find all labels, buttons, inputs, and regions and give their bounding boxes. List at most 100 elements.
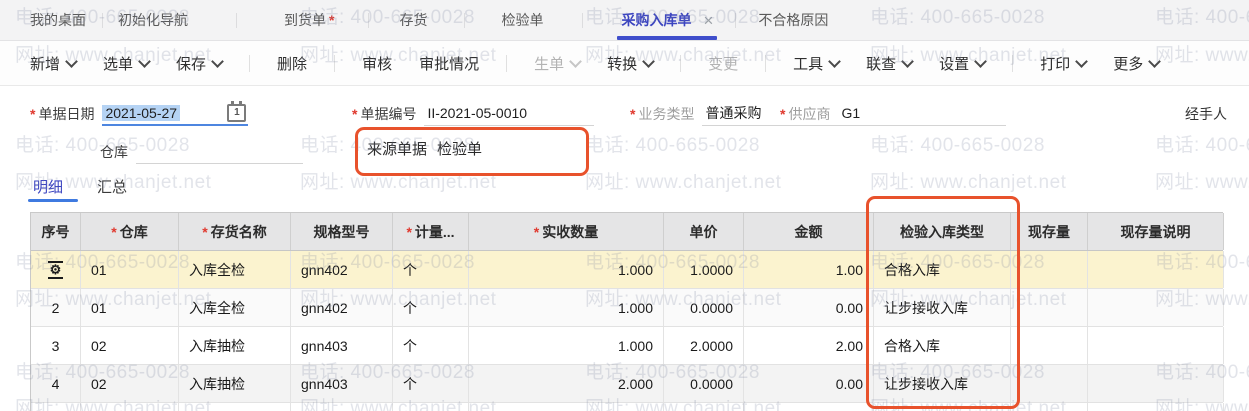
warehouse-cell[interactable]: 02 <box>81 365 179 402</box>
approval-status-button[interactable]: 审批情况 <box>419 53 479 74</box>
unit-cell[interactable]: 个 <box>393 365 469 402</box>
col-header-item-name[interactable]: * 存货名称 <box>179 213 291 250</box>
handler-label: 经手人 <box>1185 106 1227 122</box>
audit-button[interactable]: 审核 <box>362 53 392 74</box>
doc-date-value: 2021-05-27 <box>102 104 181 121</box>
stock-note-cell[interactable] <box>1088 365 1224 402</box>
tab-purchase-inbound-order[interactable]: 采购入库单 × <box>617 0 718 40</box>
col-header-stock-note[interactable]: 现存量说明 <box>1088 213 1224 250</box>
table-row[interactable]: 2 01 入库全检 gnn402 个 1.000 0.0000 0.00 让步接… <box>31 289 1224 327</box>
tools-button[interactable]: 工具 <box>793 53 842 74</box>
unit-cell[interactable]: 个 <box>393 289 469 326</box>
tab-reject-reason[interactable]: 不合格原因 <box>758 12 829 28</box>
warehouse-cell[interactable]: 01 <box>81 251 179 288</box>
spec-cell[interactable]: gnn403 <box>291 365 393 402</box>
received-qty-cell[interactable]: 1.000 <box>469 327 664 364</box>
doc-date-input[interactable]: 2021-05-27 1 <box>102 100 249 126</box>
unit-price-cell[interactable]: 0.0000 <box>664 289 744 326</box>
warehouse-cell[interactable]: 01 <box>81 289 179 326</box>
col-header-received-qty[interactable]: * 实收数量 <box>469 213 664 250</box>
supplier-label: * 供应商 <box>780 106 831 122</box>
item-name-cell[interactable]: 入库抽检 <box>179 365 291 402</box>
col-header-inspection-inbound-type[interactable]: 检验入库类型 <box>874 213 1011 250</box>
col-header-spec[interactable]: 规格型号 <box>291 213 393 250</box>
calendar-icon[interactable]: 1 <box>227 100 247 122</box>
col-header-amount[interactable]: 金额 <box>744 213 874 250</box>
col-header-stock-qty[interactable]: 现存量 <box>1011 213 1088 250</box>
amount-cell[interactable]: 0.00 <box>744 289 874 326</box>
supplier-input[interactable]: G1 <box>838 101 1007 126</box>
business-type-field: * 业务类型 普通采购 <box>630 100 853 126</box>
col-header-unit[interactable]: * 计量... <box>393 213 469 250</box>
delete-button[interactable]: 删除 <box>277 53 307 74</box>
toolbar-separator <box>249 54 251 72</box>
watermark-text: 网址: www.chanjet.net <box>585 172 782 193</box>
required-marker: * <box>352 106 358 122</box>
warehouse-input[interactable] <box>136 139 303 164</box>
item-name-cell[interactable]: 入库全检 <box>179 289 291 326</box>
spec-cell[interactable]: gnn403 <box>291 327 393 364</box>
convert-button[interactable]: 转换 <box>607 53 655 74</box>
tab-my-desktop[interactable]: 我的桌面 <box>30 12 86 28</box>
received-qty-cell[interactable]: 2.000 <box>469 365 664 402</box>
business-type-input[interactable]: 普通采购 <box>702 101 853 126</box>
more-button[interactable]: 更多 <box>1113 53 1162 74</box>
required-marker: * <box>30 106 36 122</box>
item-name-cell[interactable]: 入库抽检 <box>179 327 291 364</box>
close-icon[interactable]: × <box>703 10 714 30</box>
unit-cell[interactable]: 个 <box>393 327 469 364</box>
col-header-warehouse[interactable]: * 仓库 <box>81 213 179 250</box>
select-doc-button[interactable]: 选单 <box>103 53 151 74</box>
stock-note-cell[interactable] <box>1088 251 1224 288</box>
watermark-text: 电话: 400-665-0028 <box>1155 135 1249 156</box>
save-button[interactable]: 保存 <box>176 53 224 74</box>
unit-price-cell[interactable]: 1.0000 <box>664 251 744 288</box>
linked-query-button[interactable]: 联查 <box>866 53 915 74</box>
source-doc-value: 检验单 <box>437 141 483 158</box>
unit-cell[interactable]: 个 <box>393 251 469 288</box>
tab-arrival-order[interactable]: 到货单 * <box>284 0 337 40</box>
inspection-inbound-type-cell[interactable]: 让步接收入库 <box>874 289 1011 326</box>
tab-inspection-order[interactable]: 检验单 <box>501 12 544 28</box>
stock-note-cell[interactable] <box>1088 289 1224 326</box>
tab-init-navigation[interactable]: 初始化导航 <box>118 12 188 28</box>
unit-price-cell[interactable]: 2.0000 <box>664 327 744 364</box>
amount-cell[interactable]: 1.00 <box>744 251 874 288</box>
inspection-inbound-type-cell[interactable]: 合格入库 <box>874 251 1011 288</box>
add-button[interactable]: 新增 <box>30 53 78 74</box>
stock-note-cell[interactable] <box>1088 327 1224 364</box>
current-row-gear-icon[interactable]: ⚙ <box>47 260 64 279</box>
inspection-inbound-type-cell[interactable]: 让步接收入库 <box>874 365 1011 402</box>
col-header-unit-price[interactable]: 单价 <box>664 213 744 250</box>
chevron-down-icon <box>138 54 151 68</box>
stock-qty-cell[interactable] <box>1011 289 1088 326</box>
received-qty-cell[interactable]: 1.000 <box>469 289 664 326</box>
tab-separator <box>735 12 737 28</box>
warehouse-cell[interactable]: 02 <box>81 327 179 364</box>
settings-button[interactable]: 设置 <box>939 53 988 74</box>
received-qty-cell[interactable]: 1.000 <box>469 251 664 288</box>
table-row[interactable]: 4 02 入库抽检 gnn403 个 2.000 0.0000 0.00 让步接… <box>31 365 1224 403</box>
table-row[interactable]: 3 02 入库抽检 gnn403 个 1.000 2.0000 2.00 合格入… <box>31 327 1224 365</box>
doc-number-input[interactable]: II-2021-05-0010 <box>424 101 595 126</box>
amount-cell[interactable]: 2.00 <box>744 327 874 364</box>
stock-qty-cell[interactable] <box>1011 251 1088 288</box>
spec-cell[interactable]: gnn402 <box>291 251 393 288</box>
spec-cell[interactable]: gnn402 <box>291 289 393 326</box>
tab-summary[interactable]: 汇总 <box>97 179 128 196</box>
stock-qty-cell[interactable] <box>1011 327 1088 364</box>
unit-price-cell[interactable]: 0.0000 <box>664 365 744 402</box>
stock-qty-cell[interactable] <box>1011 365 1088 402</box>
tab-detail[interactable]: 明细 <box>33 179 64 196</box>
item-name-cell[interactable]: 入库全检 <box>179 251 291 288</box>
inspection-inbound-type-cell[interactable]: 合格入库 <box>874 327 1011 364</box>
table-row[interactable]: ⚙ 01 入库全检 gnn402 个 1.000 1.0000 1.00 合格入… <box>31 251 1224 289</box>
col-header-seq[interactable]: 序号 <box>31 213 81 250</box>
chevron-down-icon <box>828 54 842 68</box>
grid-header-row: 序号 * 仓库 * 存货名称 规格型号 * 计量... * 实收数量 单价 金额 检验入… <box>31 213 1224 251</box>
amount-cell[interactable]: 0.00 <box>744 365 874 402</box>
watermark-text: 网址: www.chanjet.net <box>300 172 497 193</box>
print-button[interactable]: 打印 <box>1040 53 1089 74</box>
tab-inventory[interactable]: 存货 <box>399 12 428 28</box>
warehouse-cell <box>81 403 179 411</box>
